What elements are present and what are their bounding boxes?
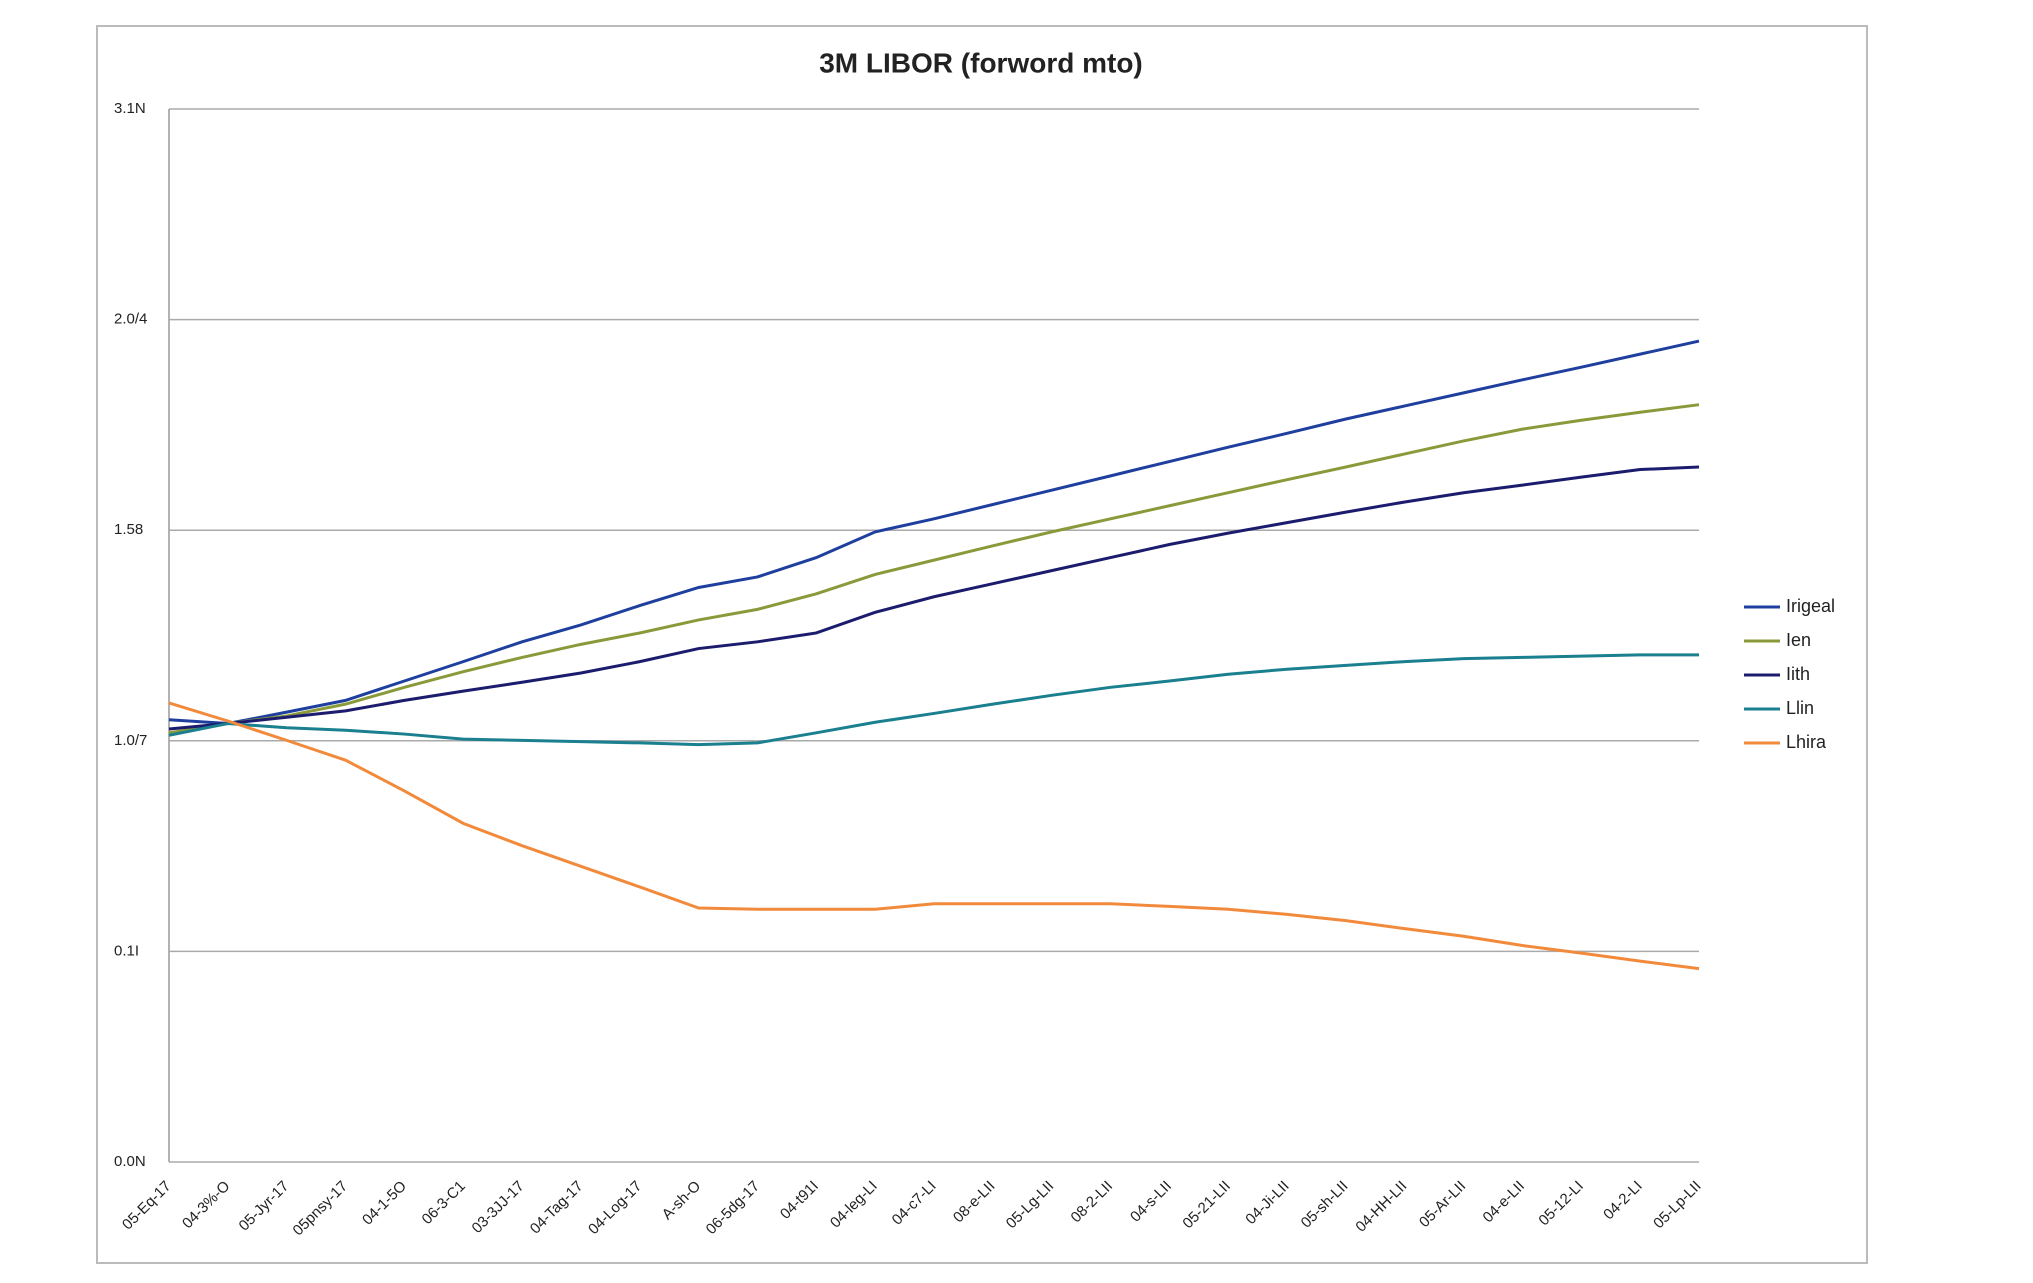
line-series xyxy=(168,403,1700,735)
chart-frame xyxy=(96,25,1868,1264)
line-series xyxy=(168,653,1699,747)
line-series xyxy=(168,339,1700,726)
y-tick-label: 0.1I xyxy=(114,942,139,959)
legend-label: Lhira xyxy=(1786,732,1827,752)
legend-label: Irigeal xyxy=(1786,596,1835,616)
y-tick-label: 1.58 xyxy=(114,521,143,538)
line-series xyxy=(168,465,1700,731)
y-tick-label: 3.1N xyxy=(114,100,146,117)
y-tick-label: 1.0/7 xyxy=(114,732,147,749)
legend-label: Llin xyxy=(1786,698,1814,718)
y-tick-label: 0.0N xyxy=(114,1153,146,1170)
chart-title: 3M LIBOR (forword mto) xyxy=(819,47,1143,78)
line-series xyxy=(168,701,1700,971)
y-tick-label: 2.0/4 xyxy=(114,311,147,328)
legend-label: Ien xyxy=(1786,630,1811,650)
legend-label: Iith xyxy=(1786,664,1810,684)
